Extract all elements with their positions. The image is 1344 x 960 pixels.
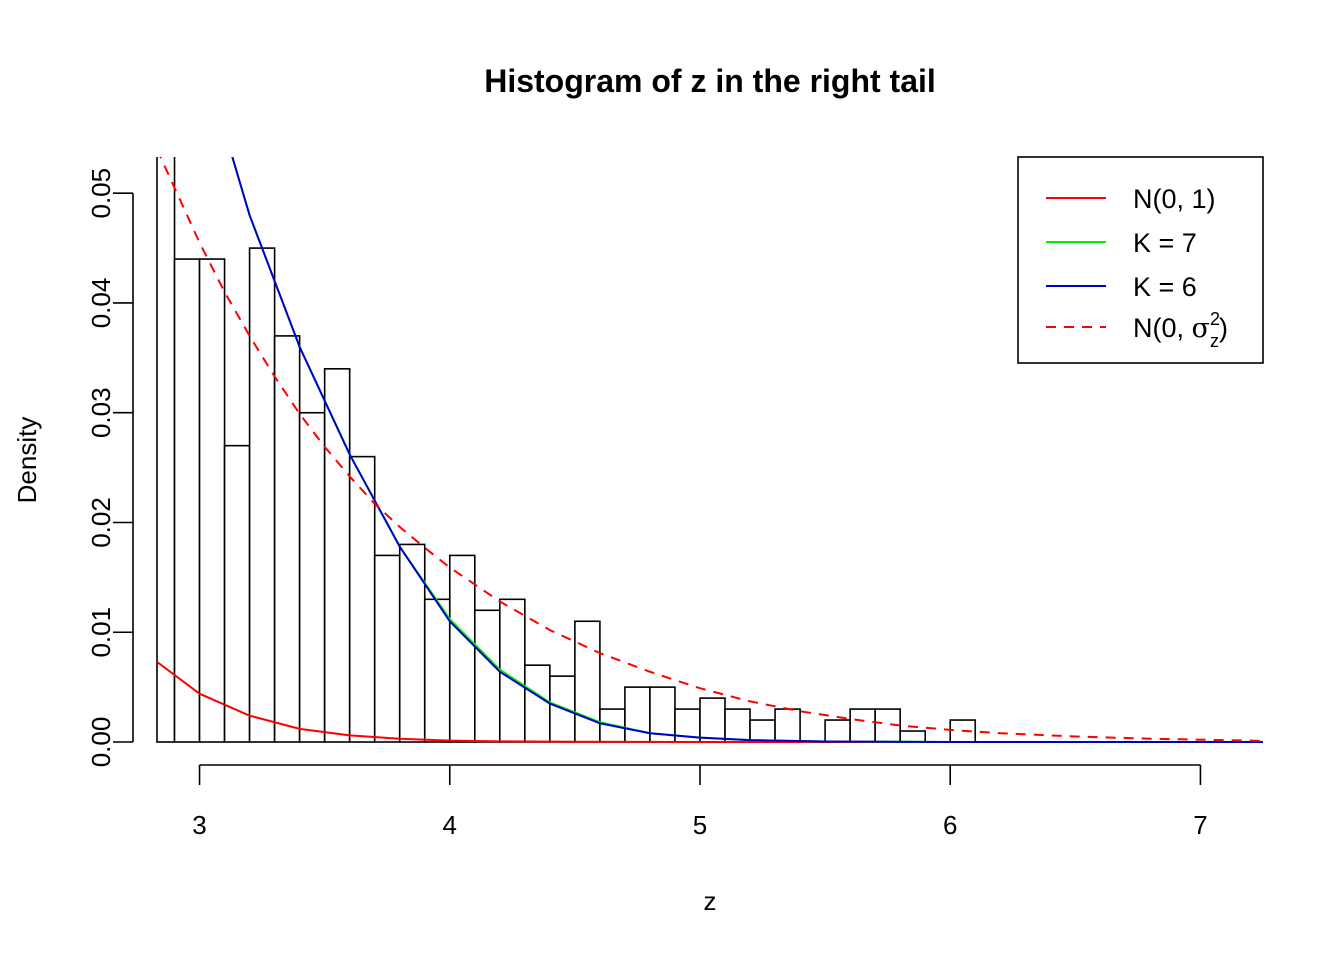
x-tick-label: 6 bbox=[943, 810, 957, 840]
histogram-bars bbox=[156, 157, 977, 743]
density-curve-0 bbox=[156, 661, 1263, 743]
histogram-bar bbox=[499, 598, 526, 743]
y-tick-label: 0.05 bbox=[86, 168, 116, 219]
y-tick-label: 0.03 bbox=[86, 387, 116, 438]
histogram-bar bbox=[774, 708, 801, 743]
legend-label: N(0, 1) bbox=[1133, 184, 1216, 214]
histogram-bar bbox=[574, 620, 601, 743]
x-tick-label: 4 bbox=[443, 810, 457, 840]
histogram-bar bbox=[624, 686, 651, 743]
histogram-bar bbox=[248, 247, 276, 743]
histogram-bar bbox=[824, 719, 851, 743]
histogram-bar bbox=[724, 708, 751, 743]
x-axis: 3 4 5 6 7 bbox=[192, 764, 1208, 840]
x-tick-label: 3 bbox=[192, 810, 206, 840]
histogram-bar bbox=[849, 708, 876, 743]
y-tick-label: 0.00 bbox=[86, 717, 116, 768]
histogram-bar bbox=[173, 258, 201, 743]
y-tick-label: 0.01 bbox=[86, 607, 116, 658]
y-tick-label: 0.04 bbox=[86, 278, 116, 329]
histogram-bar bbox=[398, 543, 426, 743]
histogram-bar bbox=[156, 157, 176, 743]
histogram-bar bbox=[298, 411, 326, 743]
density-curves bbox=[156, 157, 1264, 743]
histogram-bar bbox=[423, 598, 451, 743]
x-axis-label: z bbox=[704, 886, 717, 916]
legend: N(0, 1) K = 7 K = 6 N(0, σ2 z) bbox=[1017, 156, 1264, 364]
histogram-bar bbox=[473, 609, 501, 743]
x-tick-label: 7 bbox=[1193, 810, 1207, 840]
density-curve-2 bbox=[231, 157, 1263, 743]
density-curve-3 bbox=[159, 157, 1264, 742]
histogram-bar bbox=[373, 554, 401, 743]
histogram-bar bbox=[273, 335, 301, 743]
histogram-bar bbox=[448, 554, 476, 743]
histogram-bar bbox=[323, 368, 351, 743]
y-tick-label: 0.02 bbox=[86, 497, 116, 548]
histogram-bar bbox=[348, 455, 376, 743]
histogram-bar bbox=[699, 697, 726, 743]
chart-title: Histogram of z in the right tail bbox=[484, 63, 936, 99]
legend-label: K = 7 bbox=[1133, 228, 1197, 258]
histogram-bar bbox=[524, 664, 551, 743]
histogram-bar bbox=[198, 258, 226, 743]
y-axis-label: Density bbox=[12, 417, 42, 504]
x-tick-label: 5 bbox=[693, 810, 707, 840]
y-axis: 0.00 0.01 0.02 0.03 0.04 0.05 bbox=[86, 168, 134, 768]
histogram-bar bbox=[899, 730, 926, 743]
histogram-bar bbox=[749, 719, 776, 743]
legend-box bbox=[1017, 156, 1264, 364]
histogram-bar bbox=[223, 444, 251, 743]
legend-label: K = 6 bbox=[1133, 272, 1197, 302]
legend-label: N(0, σ2 z) bbox=[1133, 309, 1228, 351]
